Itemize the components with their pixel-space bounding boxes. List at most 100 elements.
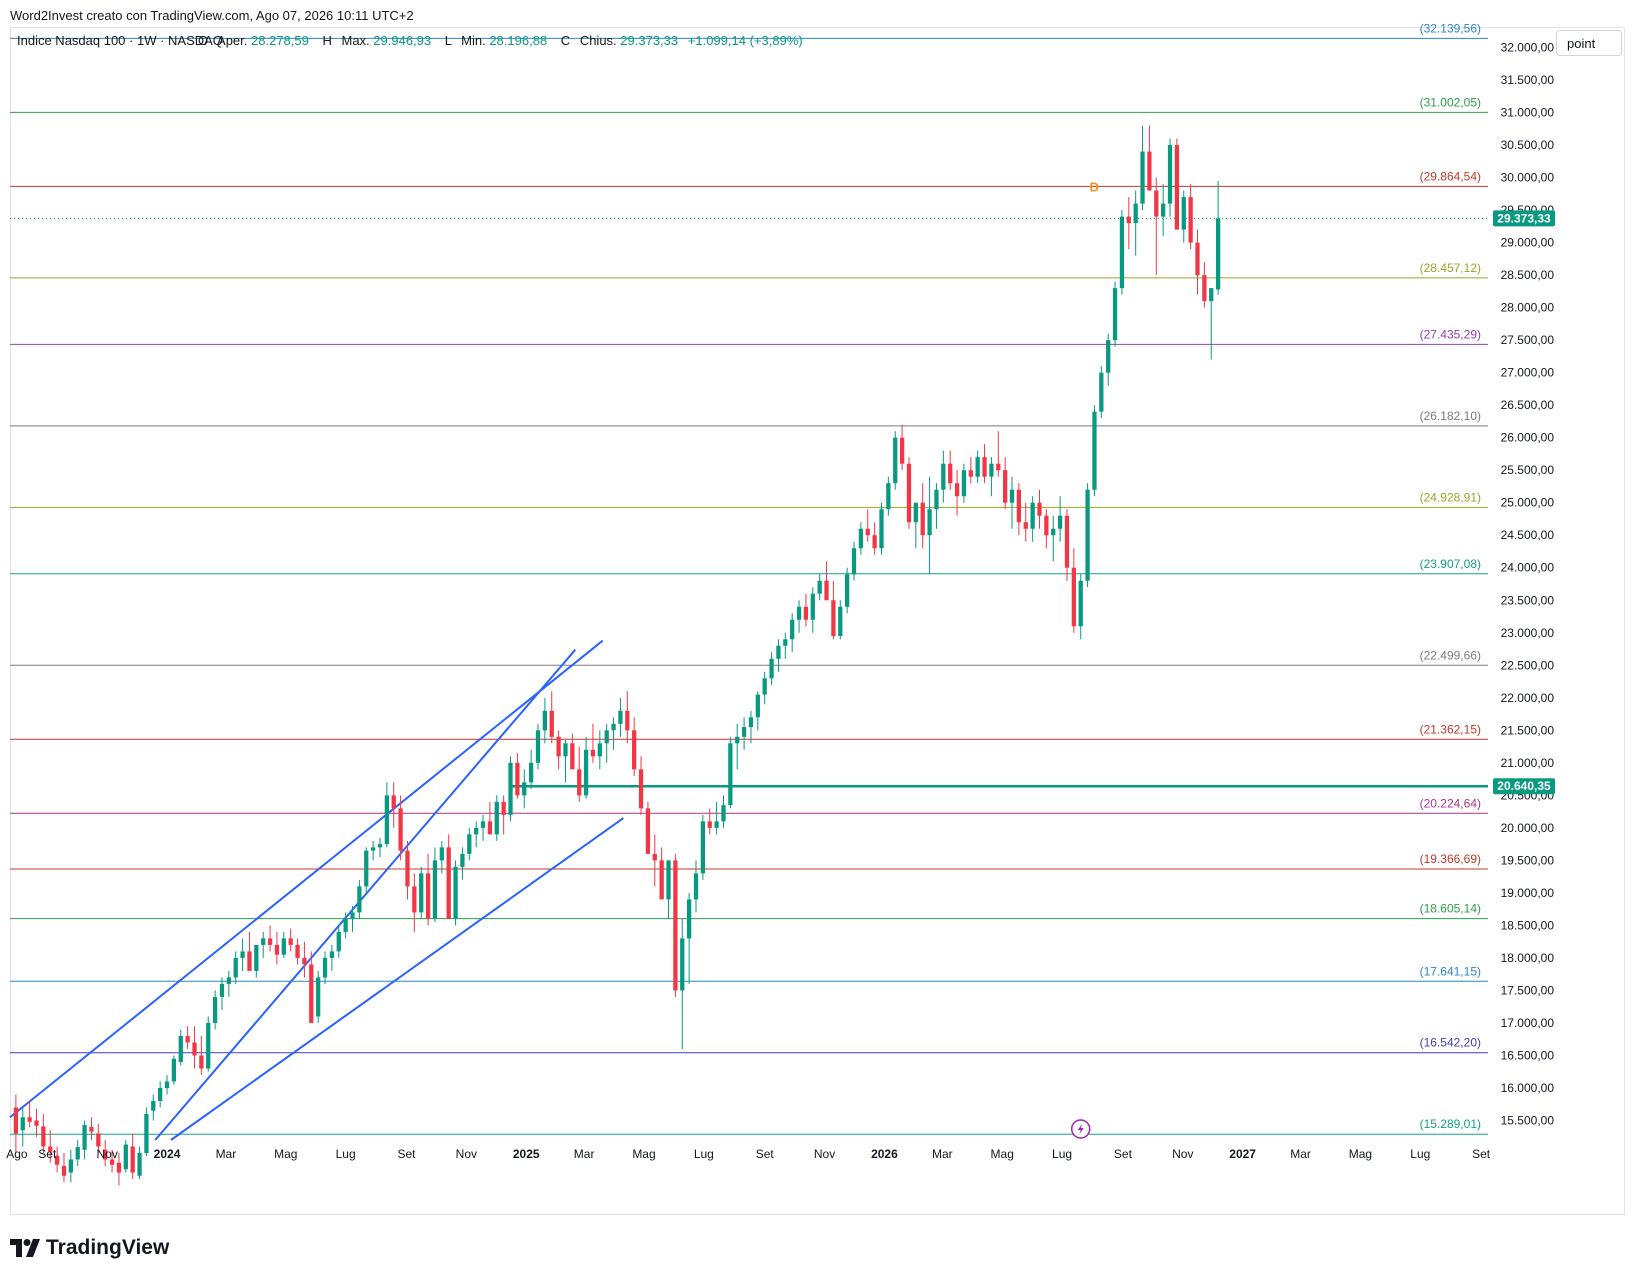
candle-body — [309, 964, 314, 1023]
candle-body — [975, 457, 980, 477]
candle-body — [1016, 489, 1022, 523]
price-tick-label: 22.000,00 — [1501, 691, 1555, 705]
candle-body — [316, 977, 321, 1017]
price-tick-label: 24.500,00 — [1501, 528, 1555, 542]
candle-body — [487, 821, 493, 835]
level-label: (22.499,66) — [1420, 648, 1481, 662]
level-label: (17.641,15) — [1420, 964, 1481, 978]
candle-body — [666, 860, 671, 900]
price-tick-label: 28.500,00 — [1501, 268, 1555, 282]
candle-body — [893, 437, 898, 484]
ohlc-values: O Aper. 28.278,59 H Max. 29.946,93 L Min… — [198, 33, 803, 48]
candle-body — [817, 580, 822, 594]
price-tick-label: 24.000,00 — [1501, 561, 1555, 575]
candle-body — [522, 782, 527, 796]
candle-body — [89, 1126, 94, 1132]
candle-body — [879, 509, 884, 549]
candle-body — [391, 795, 396, 809]
candle-body — [645, 808, 651, 854]
time-tick-label: Lug — [336, 1147, 356, 1161]
time-tick-label: Set — [38, 1147, 57, 1161]
candle-body — [687, 899, 692, 939]
change-value: +1.099,14 (+3,89%) — [688, 33, 803, 48]
candle-body — [185, 1035, 190, 1043]
candle-body — [1195, 242, 1200, 276]
candle-body — [1003, 470, 1008, 503]
candle-body — [377, 844, 383, 848]
candle-body — [123, 1144, 128, 1170]
time-tick-label: Set — [756, 1147, 775, 1161]
price-tick-label: 32.000,00 — [1501, 41, 1555, 55]
candle-body — [350, 912, 355, 919]
candle-body — [1215, 218, 1221, 290]
close-key: C — [561, 33, 570, 48]
candle-body — [1037, 502, 1042, 516]
time-tick-label: 2027 — [1229, 1147, 1256, 1161]
support-price-badge: 20.640,35 — [1497, 779, 1551, 793]
candle-body — [1188, 197, 1193, 243]
chart-credit: Word2Invest creato con TradingView.com, … — [10, 8, 414, 23]
candle-body — [1044, 515, 1049, 536]
candle-body — [1202, 275, 1207, 302]
candle-body — [302, 957, 307, 965]
candle-body — [1023, 522, 1028, 529]
price-tick-label: 30.500,00 — [1501, 138, 1555, 152]
lightning-bolt — [1077, 1123, 1084, 1135]
candle-body — [1106, 340, 1111, 373]
candle-body — [322, 957, 328, 978]
candle-body — [425, 873, 431, 919]
candle-body — [274, 944, 280, 955]
candle-body — [130, 1146, 135, 1173]
candle-body — [796, 606, 802, 620]
candle-body — [467, 834, 472, 854]
time-tick-label: Mar — [216, 1147, 237, 1161]
candle-body — [790, 619, 795, 640]
candle-body — [680, 938, 685, 991]
candle-body — [34, 1120, 39, 1126]
candle-body — [583, 749, 589, 796]
time-tick-label: Set — [1114, 1147, 1133, 1161]
candle-body — [54, 1155, 60, 1165]
point-unit-button[interactable]: point — [1556, 30, 1622, 56]
candle-body — [858, 528, 864, 549]
price-axis: 15.500,00 16.000,00 16.500,00 17.000,00 17.5… — [1493, 41, 1555, 1127]
time-tick-label: Mag — [1349, 1147, 1372, 1161]
candle-body — [1078, 580, 1083, 627]
level-label: (26.182,10) — [1420, 409, 1481, 423]
candle-body — [769, 658, 774, 679]
price-tick-label: 18.500,00 — [1501, 918, 1555, 932]
candle-body — [755, 694, 760, 718]
level-label: (28.457,12) — [1420, 261, 1481, 275]
trendline — [170, 817, 624, 1141]
candle-body — [693, 873, 699, 900]
tradingview-logo[interactable]: TradingView — [10, 1236, 169, 1260]
candle-body — [41, 1126, 46, 1147]
price-tick-label: 29.000,00 — [1501, 236, 1555, 250]
candle-body — [1133, 203, 1138, 224]
candle-body — [625, 710, 630, 731]
candle-body — [563, 743, 568, 757]
candle-body — [364, 850, 369, 887]
candle-body — [13, 1107, 19, 1134]
open-key: O — [198, 33, 208, 48]
time-tick-label: Mar — [932, 1147, 953, 1161]
candle-body — [1112, 288, 1118, 341]
candle-body — [501, 801, 506, 815]
candle-body — [68, 1159, 73, 1173]
candle-body — [206, 1022, 211, 1069]
current-price-badge: 29.373,33 — [1497, 211, 1551, 225]
candle-body — [151, 1100, 156, 1111]
level-label: (18.605,14) — [1420, 902, 1481, 916]
candle-body — [535, 730, 541, 763]
low-key: L — [445, 33, 452, 48]
candle-body — [528, 762, 534, 783]
candle-body — [453, 866, 458, 919]
price-tick-label: 17.500,00 — [1501, 983, 1555, 997]
candle-body — [1085, 489, 1090, 581]
candle-body — [961, 470, 967, 497]
candle-body — [1057, 515, 1063, 529]
candle-body — [212, 996, 218, 1023]
candle-body — [728, 743, 733, 806]
time-tick-label: Set — [1472, 1147, 1491, 1161]
